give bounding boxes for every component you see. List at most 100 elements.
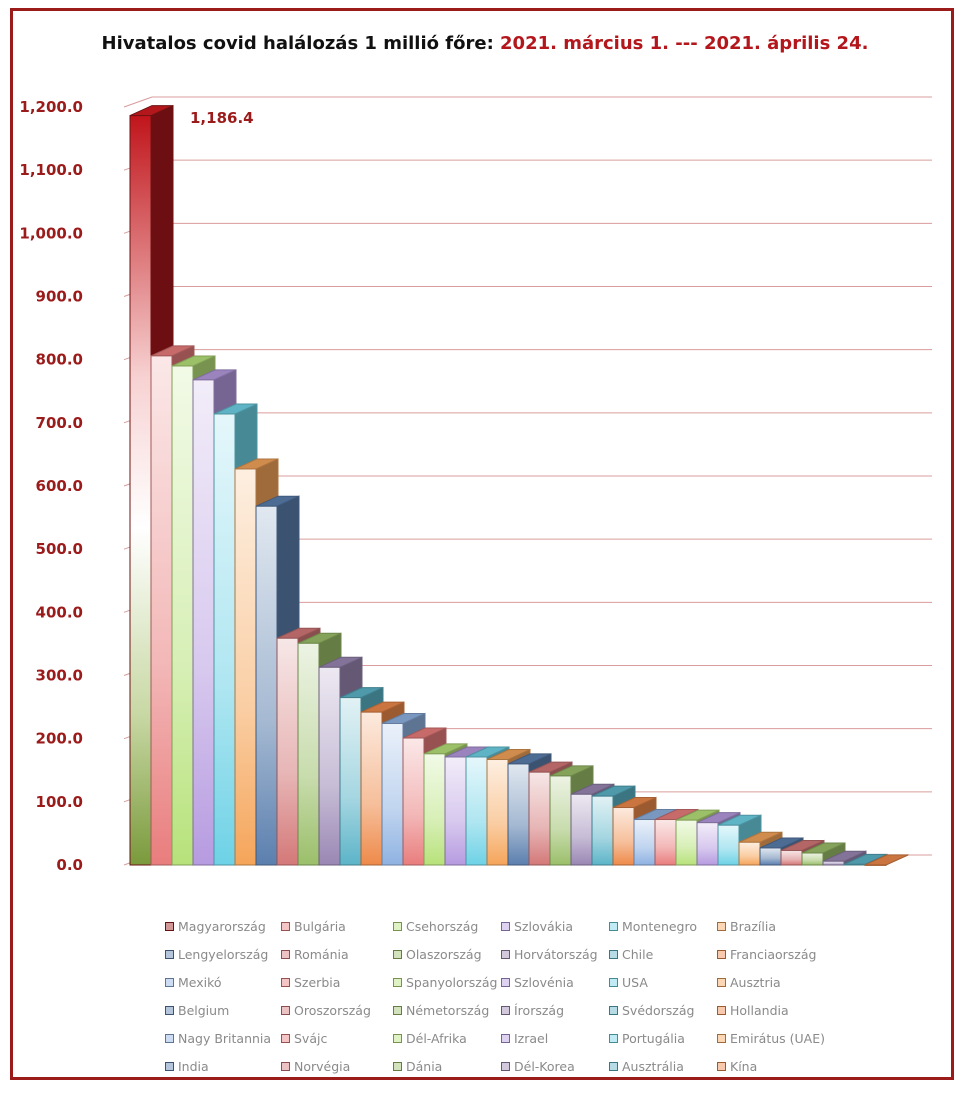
chart-title-prefix: Hivatalos covid halálozás 1 millió főre: xyxy=(101,33,501,54)
bar-front xyxy=(843,863,866,866)
legend-swatch xyxy=(165,977,174,987)
bar-front xyxy=(822,860,845,866)
legend-item: Szlovákia xyxy=(501,916,573,936)
legend-swatch xyxy=(281,977,290,987)
legend-label: Szlovénia xyxy=(514,974,574,990)
legend-label: Szerbia xyxy=(294,974,341,990)
legend-item: Svájc xyxy=(281,1028,327,1048)
bar-front xyxy=(255,505,278,866)
bar-front xyxy=(444,756,467,866)
legend-label: Portugália xyxy=(622,1030,685,1046)
bar-front xyxy=(276,637,299,866)
legend-swatch xyxy=(393,1061,402,1071)
legend-item: Portugália xyxy=(609,1028,685,1048)
legend-swatch xyxy=(393,949,402,959)
y-tick-label: 500.0 xyxy=(36,540,83,558)
legend-swatch xyxy=(717,977,726,987)
legend-label: Franciaország xyxy=(730,946,817,962)
legend-item: Nagy Britannia xyxy=(165,1028,271,1048)
legend-item: India xyxy=(165,1056,209,1076)
legend-item: Szlovénia xyxy=(501,972,574,992)
legend-item: Franciaország xyxy=(717,944,816,964)
y-tick-label: 600.0 xyxy=(36,477,83,495)
bar-front xyxy=(213,413,236,866)
chart-title: Hivatalos covid halálozás 1 millió főre:… xyxy=(13,33,957,54)
legend-label: Bulgária xyxy=(294,918,346,934)
bar-front xyxy=(402,737,425,866)
legend-item: Mexikó xyxy=(165,972,222,992)
legend-label: Kína xyxy=(730,1058,758,1074)
bar-front xyxy=(423,753,446,866)
legend-label: Horvátország xyxy=(514,946,598,962)
legend-swatch xyxy=(609,921,618,931)
legend-label: Svájc xyxy=(294,1030,328,1046)
legend-swatch xyxy=(717,921,726,931)
y-tick-label: 800.0 xyxy=(36,351,83,369)
legend-label: India xyxy=(178,1058,209,1074)
legend-swatch xyxy=(717,1061,726,1071)
bar-front xyxy=(297,642,320,866)
legend-swatch xyxy=(281,1033,290,1043)
bar-front xyxy=(318,666,341,866)
legend-item: Oroszország xyxy=(281,1000,371,1020)
legend-swatch xyxy=(501,949,510,959)
legend-swatch xyxy=(281,921,290,931)
legend-item: Chile xyxy=(609,944,653,964)
legend-label: Dél-Afrika xyxy=(406,1030,467,1046)
legend-label: Románia xyxy=(294,946,349,962)
bar-front xyxy=(234,468,257,866)
y-tick-label: 1,000.0 xyxy=(19,224,83,242)
bar-front xyxy=(696,822,719,866)
legend-label: Emirátus (UAE) xyxy=(730,1030,826,1046)
legend-label: Chile xyxy=(622,946,654,962)
legend-swatch xyxy=(609,1061,618,1071)
legend-swatch xyxy=(165,1061,174,1071)
legend-swatch xyxy=(281,1005,290,1015)
y-tick-label: 700.0 xyxy=(36,414,83,432)
legend-item: Dél-Afrika xyxy=(393,1028,467,1048)
bar-front xyxy=(654,819,677,866)
bar-front xyxy=(864,864,887,866)
legend-item: Magyarország xyxy=(165,916,266,936)
bar-front xyxy=(150,355,173,866)
bar-front xyxy=(339,697,362,866)
bar-front xyxy=(192,379,215,866)
legend-label: USA xyxy=(622,974,648,990)
legend-item: Bulgária xyxy=(281,916,346,936)
legend-swatch xyxy=(393,921,402,931)
legend-swatch xyxy=(717,949,726,959)
legend-label: Írország xyxy=(514,1002,565,1018)
bar-front xyxy=(738,841,761,866)
legend-label: Olaszország xyxy=(406,946,482,962)
bar-front xyxy=(633,819,656,866)
bar-front xyxy=(360,711,383,866)
legend-item: Kína xyxy=(717,1056,757,1076)
bar-front xyxy=(612,807,635,866)
legend-swatch xyxy=(501,921,510,931)
legend-item: Lengyelország xyxy=(165,944,268,964)
y-tick-label: 400.0 xyxy=(36,603,83,621)
legend-item: Horvátország xyxy=(501,944,598,964)
legend-item: Spanyolország xyxy=(393,972,497,992)
chart-title-period: 2021. március 1. --- 2021. április 24. xyxy=(500,33,869,54)
legend-swatch xyxy=(393,1005,402,1015)
legend-swatch xyxy=(717,1005,726,1015)
bar-front xyxy=(129,115,152,866)
y-tick-label: 900.0 xyxy=(36,288,83,306)
legend-item: Izrael xyxy=(501,1028,548,1048)
legend-label: Izrael xyxy=(514,1030,549,1046)
bar-front xyxy=(507,763,530,866)
bar-front xyxy=(780,849,803,866)
bar-front xyxy=(381,723,404,866)
bar-front xyxy=(591,795,614,866)
bar-front xyxy=(675,819,698,866)
legend-label: Németország xyxy=(406,1002,490,1018)
legend-label: Ausztrália xyxy=(622,1058,684,1074)
bar-front xyxy=(528,771,551,866)
bar-front xyxy=(759,847,782,866)
legend-item: USA xyxy=(609,972,648,992)
legend-item: Dánia xyxy=(393,1056,442,1076)
bar-front xyxy=(171,365,194,866)
legend-swatch xyxy=(501,1061,510,1071)
